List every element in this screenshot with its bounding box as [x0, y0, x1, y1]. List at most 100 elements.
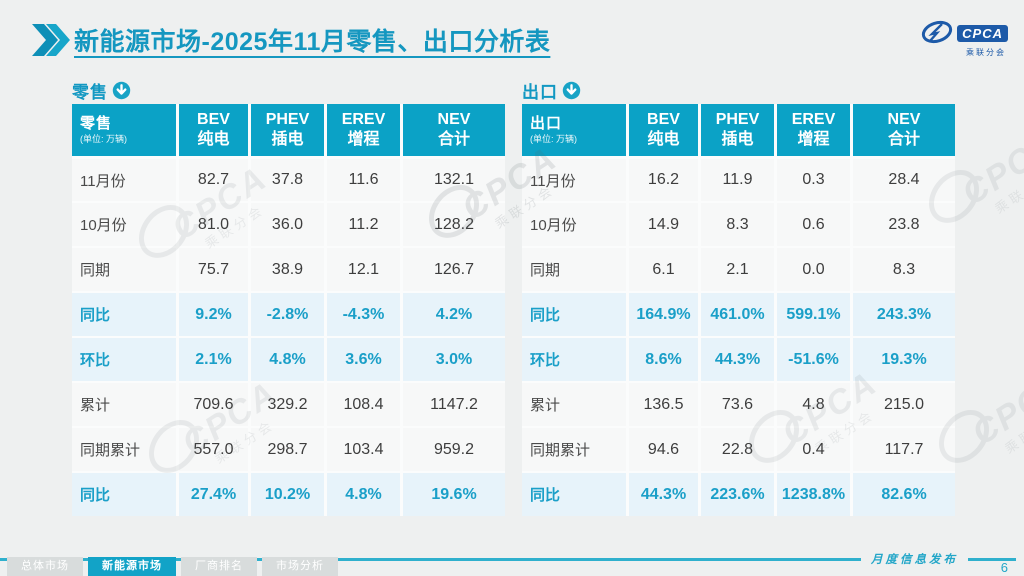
column-header: EREV 增程 [324, 104, 400, 156]
cell-value: 23.8 [850, 201, 955, 246]
cell-value: 128.2 [400, 201, 505, 246]
table-row: 同期累计 557.0 298.7 103.4 959.2 [72, 426, 505, 471]
table-row: 累计 709.6 329.2 108.4 1147.2 [72, 381, 505, 426]
cell-value: 1147.2 [400, 381, 505, 426]
row-label: 累计 [72, 381, 176, 426]
column-header: EREV 增程 [774, 104, 850, 156]
table-corner-header: 出口 (单位: 万辆) [522, 104, 626, 156]
cell-value: 27.4% [176, 471, 248, 516]
cell-value: 19.6% [400, 471, 505, 516]
cell-value: 16.2 [626, 156, 698, 201]
column-header: BEV 纯电 [176, 104, 248, 156]
table-row: 同比 9.2% -2.8% -4.3% 4.2% [72, 291, 505, 336]
section-label: 出口 [522, 83, 558, 102]
column-header: BEV 纯电 [626, 104, 698, 156]
cell-value: 4.2% [400, 291, 505, 336]
row-label: 同比 [522, 471, 626, 516]
column-header: PHEV 插电 [698, 104, 774, 156]
row-label: 11月份 [522, 156, 626, 201]
table-row: 11月份 82.7 37.8 11.6 132.1 [72, 156, 505, 201]
row-label: 11月份 [72, 156, 176, 201]
footer-tab[interactable]: 新能源市场 [88, 557, 176, 576]
header-row: 出口 (单位: 万辆) BEV 纯电 PHEV 插电 EREV 增程 NEV 合计 [522, 104, 955, 156]
cell-value: 11.6 [324, 156, 400, 201]
table-corner-title: 零售 [80, 115, 113, 132]
table-row: 同比 44.3% 223.6% 1238.8% 82.6% [522, 471, 955, 516]
cell-value: 164.9% [626, 291, 698, 336]
section-label: 零售 [72, 83, 108, 102]
cell-value: 4.8% [248, 336, 324, 381]
footer-tab[interactable]: 市场分析 [262, 557, 338, 576]
cell-value: 2.1% [176, 336, 248, 381]
footer-tab[interactable]: 厂商排名 [181, 557, 257, 576]
cell-value: 11.2 [324, 201, 400, 246]
cell-value: 8.6% [626, 336, 698, 381]
cell-value: 136.5 [626, 381, 698, 426]
cell-value: 94.6 [626, 426, 698, 471]
cell-value: 12.1 [324, 246, 400, 291]
column-header-en: PHEV [265, 111, 310, 128]
table-section: 零售 零售 (单位: 万辆) BEV 纯电 PHEV 插电 EREV 增程 NEV 合计 [72, 78, 505, 516]
column-header-cn: 增程 [347, 131, 380, 148]
table-row: 同比 164.9% 461.0% 599.1% 243.3% [522, 291, 955, 336]
column-header: NEV 合计 [850, 104, 955, 156]
cell-value: 36.0 [248, 201, 324, 246]
cell-value: 73.6 [698, 381, 774, 426]
row-label: 同比 [72, 291, 176, 336]
column-header-cn: 纯电 [197, 131, 230, 148]
cpca-logo: CPCA 乘联分会 [908, 20, 1008, 66]
cell-value: 38.9 [248, 246, 324, 291]
cell-value: 11.9 [698, 156, 774, 201]
cpca-swoosh-icon [922, 20, 953, 44]
cell-value: 557.0 [176, 426, 248, 471]
cell-value: 0.4 [774, 426, 850, 471]
cell-value: 3.6% [324, 336, 400, 381]
cell-value: -51.6% [774, 336, 850, 381]
column-header: PHEV 插电 [248, 104, 324, 156]
cell-value: 75.7 [176, 246, 248, 291]
column-header-cn: 插电 [271, 131, 304, 148]
column-header-cn: 合计 [887, 131, 920, 148]
cpca-logo-cn: 乘联分会 [966, 48, 1006, 57]
cell-value: -2.8% [248, 291, 324, 336]
tables-container: 零售 零售 (单位: 万辆) BEV 纯电 PHEV 插电 EREV 增程 NEV 合计 [72, 78, 955, 516]
table-unit: (单位: 万辆) [530, 133, 577, 144]
cell-value: 0.6 [774, 201, 850, 246]
footer-tab[interactable]: 总体市场 [7, 557, 83, 576]
row-label: 累计 [522, 381, 626, 426]
row-label: 同期累计 [72, 426, 176, 471]
publication-label: 月度信息发布 [871, 554, 958, 566]
table-row: 环比 2.1% 4.8% 3.6% 3.0% [72, 336, 505, 381]
table-row: 10月份 14.9 8.3 0.6 23.8 [522, 201, 955, 246]
header-row: 零售 (单位: 万辆) BEV 纯电 PHEV 插电 EREV 增程 NEV 合计 [72, 104, 505, 156]
cell-value: 959.2 [400, 426, 505, 471]
data-table: 零售 (单位: 万辆) BEV 纯电 PHEV 插电 EREV 增程 NEV 合计 11月份 8… [72, 104, 505, 516]
row-label: 同期累计 [522, 426, 626, 471]
cell-value: 82.7 [176, 156, 248, 201]
cell-value: 8.3 [698, 201, 774, 246]
cell-value: 3.0% [400, 336, 505, 381]
cell-value: 81.0 [176, 201, 248, 246]
cell-value: 37.8 [248, 156, 324, 201]
section-head: 零售 [72, 78, 505, 103]
table-row: 同期累计 94.6 22.8 0.4 117.7 [522, 426, 955, 471]
column-header-en: BEV [647, 111, 680, 128]
row-label: 同比 [72, 471, 176, 516]
cell-value: 108.4 [324, 381, 400, 426]
row-label: 同期 [522, 246, 626, 291]
cell-value: 298.7 [248, 426, 324, 471]
row-label: 10月份 [522, 201, 626, 246]
cell-value: 28.4 [850, 156, 955, 201]
column-header-en: EREV [341, 111, 386, 128]
data-table: 出口 (单位: 万辆) BEV 纯电 PHEV 插电 EREV 增程 NEV 合计 11月份 1… [522, 104, 955, 516]
table-section: 出口 出口 (单位: 万辆) BEV 纯电 PHEV 插电 EREV 增程 NEV 合计 [522, 78, 955, 516]
cell-value: 6.1 [626, 246, 698, 291]
footer-tabs: 总体市场 新能源市场 厂商排名 市场分析 [7, 557, 338, 576]
cell-value: 599.1% [774, 291, 850, 336]
cell-value: 10.2% [248, 471, 324, 516]
cell-value: 117.7 [850, 426, 955, 471]
cell-value: 2.1 [698, 246, 774, 291]
cell-value: 0.0 [774, 246, 850, 291]
cell-value: 22.8 [698, 426, 774, 471]
column-header-en: BEV [197, 111, 230, 128]
